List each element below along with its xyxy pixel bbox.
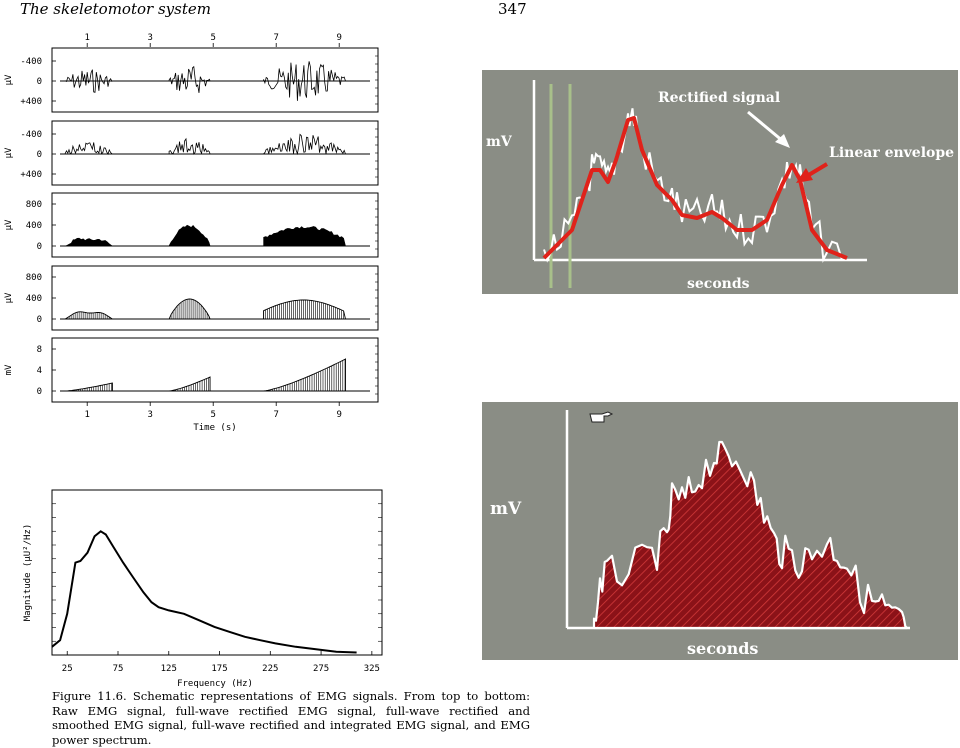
x-tick-label: 5: [210, 410, 215, 420]
figure-caption: Figure 11.6. Schematic representations o…: [52, 689, 530, 747]
x-axis-label: Frequency (Hz): [177, 679, 253, 689]
emg-trace: [64, 61, 346, 101]
x-tick-label: 3: [147, 410, 152, 420]
rectified-arrow: [747, 110, 785, 144]
x-tick-label: 1: [84, 410, 89, 420]
emg-signal-stack: 1 3 5 7 9µV-4000+400µV-4000+400µV8004000µV80…: [4, 33, 379, 433]
emg-power-spectrum: 25 75 125 175 225 275 325 Frequency (Hz) Magnitu…: [23, 489, 383, 689]
smoothed-burst: [263, 299, 347, 320]
top-tick-label: 9: [336, 33, 341, 43]
panel-unit-label: µV: [4, 219, 14, 230]
panel-frame: [51, 192, 379, 258]
panel-frame: [51, 47, 379, 113]
panel-tick-label: 0: [37, 387, 42, 397]
emg-panel-3: µV 800 400 0: [4, 192, 379, 258]
x-tick-label: 175: [211, 664, 227, 674]
x-axis-label: seconds: [687, 639, 758, 658]
smoothed-burst: [168, 298, 211, 320]
panel-tick-label: +400: [20, 97, 42, 107]
envelope-arrow: [805, 162, 829, 178]
x-tick-label: 275: [313, 664, 329, 674]
integrated-burst: [263, 358, 346, 392]
panel-tick-label: 0: [37, 77, 42, 87]
integrated-area: [592, 440, 909, 630]
panel-tick-label: 400: [26, 221, 42, 231]
emg-panel-5: mV 8 4 0: [4, 337, 379, 403]
y-axis-label: mV: [490, 499, 522, 519]
smoothed-burst: [168, 224, 211, 247]
linear-envelope-label: Linear envelope: [829, 145, 954, 161]
panel-tick-label: -400: [20, 130, 42, 140]
top-tick-label: 7: [273, 33, 278, 43]
panel-unit-label: mV: [4, 364, 14, 375]
x-tick-label: 225: [262, 664, 278, 674]
emg-trace: [64, 133, 346, 156]
top-tick-label: 1: [84, 33, 89, 43]
panel-tick-label: 800: [26, 200, 42, 210]
top-tick-label: 3: [147, 33, 152, 43]
rectified-signal-label: Rectified signal: [658, 90, 780, 106]
y-axis-label: mV: [486, 134, 513, 150]
panel-tick-label: 800: [26, 273, 42, 283]
y-axis-label: Magnitude (µU²/Hz): [23, 524, 33, 622]
smoothed-burst: [65, 237, 114, 247]
x-tick-label: 9: [336, 410, 341, 420]
panel-tick-label: 0: [37, 242, 42, 252]
integrated-signal-photo: mV seconds: [482, 402, 958, 660]
panel-unit-label: µV: [4, 74, 14, 85]
panel-tick-label: 0: [37, 150, 42, 160]
panel-tick-label: +400: [20, 170, 42, 180]
running-title: The skeletomotor system: [20, 0, 211, 18]
spectrum-frame: [51, 489, 383, 656]
rectified-signal-photo: mV seconds Rectified signal Linear envelope: [482, 70, 958, 294]
panel-frame: [51, 337, 379, 403]
x-tick-label: 25: [62, 664, 73, 674]
x-tick-label: 7: [273, 410, 278, 420]
panel-tick-label: 0: [37, 315, 42, 325]
emg-panel-1: µV -400 0 +400: [4, 47, 379, 113]
top-tick-label: 5: [210, 33, 215, 43]
page-number: 347: [498, 0, 527, 18]
emg-panel-2: µV -400 0 +400: [4, 120, 379, 186]
x-tick-label: 75: [113, 664, 124, 674]
panel-tick-label: 4: [37, 366, 42, 376]
panel-tick-label: -400: [20, 57, 42, 67]
panel-tick-label: 8: [37, 345, 42, 355]
rectified-arrowhead: [775, 134, 790, 148]
envelope-arrowhead: [796, 168, 813, 183]
pointing-hand-icon: [589, 411, 614, 423]
panel-frame: [51, 265, 379, 331]
x-tick-label: 325: [364, 664, 380, 674]
x-tick-label: 125: [161, 664, 177, 674]
spectrum-line: [51, 530, 357, 654]
panel-frame: [51, 120, 379, 186]
integrated-burst: [65, 382, 113, 392]
panel-tick-label: 400: [26, 294, 42, 304]
integrated-burst: [169, 376, 211, 392]
emg-panel-4: µV 800 400 0: [4, 265, 379, 331]
panel-unit-label: µV: [4, 147, 14, 158]
x-axis-label: Time (s): [193, 423, 236, 433]
panel-unit-label: µV: [4, 292, 14, 303]
smoothed-burst: [263, 226, 346, 247]
linear-envelope: [542, 116, 848, 260]
x-axis-label: seconds: [687, 276, 750, 292]
hand-shape: [589, 411, 614, 423]
